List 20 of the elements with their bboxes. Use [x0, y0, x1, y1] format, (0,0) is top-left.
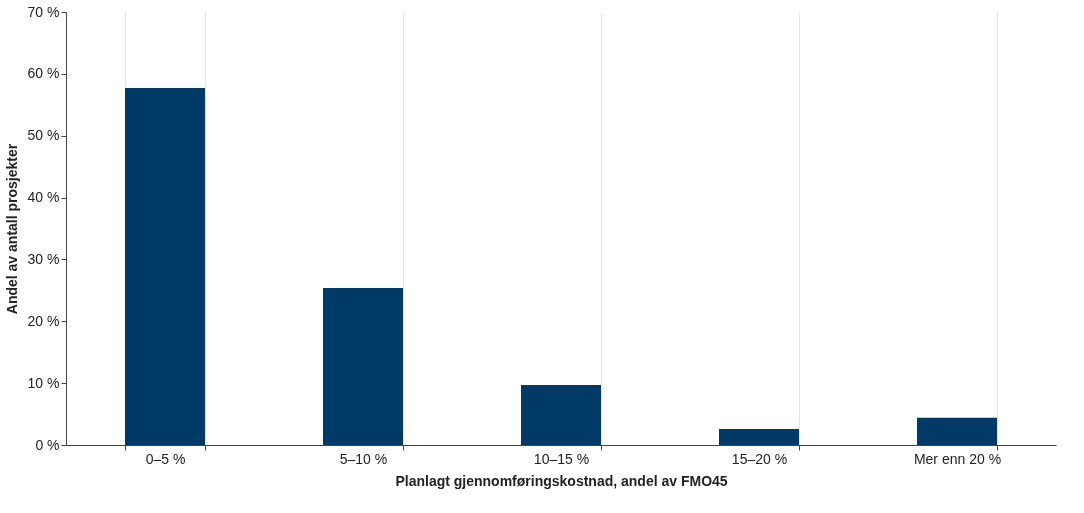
y-tick-label: 30 % — [27, 250, 60, 267]
y-tick-label: 70 % — [27, 3, 60, 20]
y-tick-label: 0 % — [35, 436, 60, 453]
x-tick-label: Mer enn 20 % — [913, 450, 1002, 467]
bar — [917, 417, 997, 445]
x-axis-title: Planlagt gjennomføringskostnad, andel av FMO45 — [395, 472, 728, 489]
bar — [521, 385, 601, 445]
y-tick-label: 50 % — [27, 127, 60, 144]
y-tick-label: 60 % — [27, 65, 60, 82]
x-tick-label: 5–10 % — [339, 450, 388, 467]
bar — [719, 428, 799, 445]
x-tick-label: 10–15 % — [533, 450, 590, 467]
y-tick-label: 20 % — [27, 312, 60, 329]
bar — [125, 88, 205, 445]
x-tick-label: 15–20 % — [731, 450, 788, 467]
y-tick-label: 40 % — [27, 189, 60, 206]
y-axis-title: Andel av antall prosjekter — [3, 143, 20, 315]
x-tick-label: 0–5 % — [145, 450, 186, 467]
y-tick-label: 10 % — [27, 374, 60, 391]
bar — [323, 287, 403, 445]
